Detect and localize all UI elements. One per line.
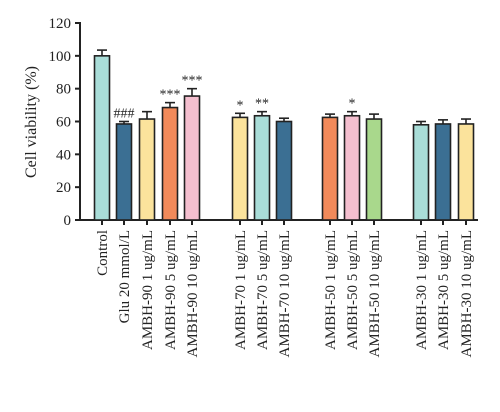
x-tick-label: AMBH-30 1 ug/mL	[414, 230, 430, 350]
y-axis: 0 20 40 60 80 100 120	[49, 16, 81, 229]
bar	[93, 55, 111, 221]
x-tick-label: AMBH-90 5 ug/mL	[163, 230, 179, 350]
significance-label: *	[349, 97, 356, 112]
bars	[93, 55, 475, 221]
x-tick-label: Glu 20 mmol/L	[117, 230, 133, 323]
bar	[161, 106, 179, 221]
bar	[412, 123, 430, 221]
y-tick-label: 120	[49, 16, 72, 32]
y-tick-label: 20	[56, 180, 71, 196]
x-tick-label: AMBH-50 10 ug/mL	[367, 230, 383, 358]
y-axis-label: Cell viability (%)	[23, 66, 40, 178]
significance-label: *	[237, 98, 244, 113]
x-tick-label: Control	[95, 230, 111, 276]
x-tick-label: AMBH-50 1 ug/mL	[323, 230, 339, 350]
significance-label: ***	[160, 88, 181, 103]
category-labels: Control Glu 20 mmol/L AMBH-90 1 ug/mL AMBH-…	[95, 230, 475, 358]
y-tick-label: 100	[49, 49, 72, 65]
significance-label: ###	[114, 107, 135, 122]
significance-labels: ###******* ** *	[114, 74, 356, 122]
x-tick-label: AMBH-70 10 ug/mL	[277, 230, 293, 358]
error-bars	[97, 49, 471, 125]
bar	[321, 116, 339, 221]
bar	[253, 114, 271, 221]
x-tick-label: AMBH-30 5 ug/mL	[436, 230, 452, 350]
x-tick-label: AMBH-90 1 ug/mL	[140, 230, 156, 350]
x-tick-label: AMBH-70 5 ug/mL	[255, 230, 271, 350]
bar	[434, 123, 452, 221]
x-tick-label: AMBH-90 10 ug/mL	[185, 230, 201, 358]
y-tick-label: 60	[56, 115, 71, 131]
bar	[457, 123, 475, 221]
x-tick-label: AMBH-70 1 ug/mL	[233, 230, 249, 350]
bar	[231, 116, 249, 221]
x-tick-label: AMBH-30 10 ug/mL	[459, 230, 475, 358]
bar	[138, 118, 156, 221]
y-tick-label: 80	[56, 82, 71, 98]
bar	[365, 118, 383, 221]
bar	[343, 114, 361, 221]
significance-label: **	[255, 97, 269, 112]
y-tick-label: 0	[64, 213, 72, 229]
bar	[183, 95, 201, 221]
significance-label: ***	[182, 74, 203, 89]
bar	[115, 123, 133, 221]
y-tick-label: 40	[56, 147, 71, 163]
bar	[275, 120, 293, 221]
x-tick-label: AMBH-50 5 ug/mL	[345, 230, 361, 350]
